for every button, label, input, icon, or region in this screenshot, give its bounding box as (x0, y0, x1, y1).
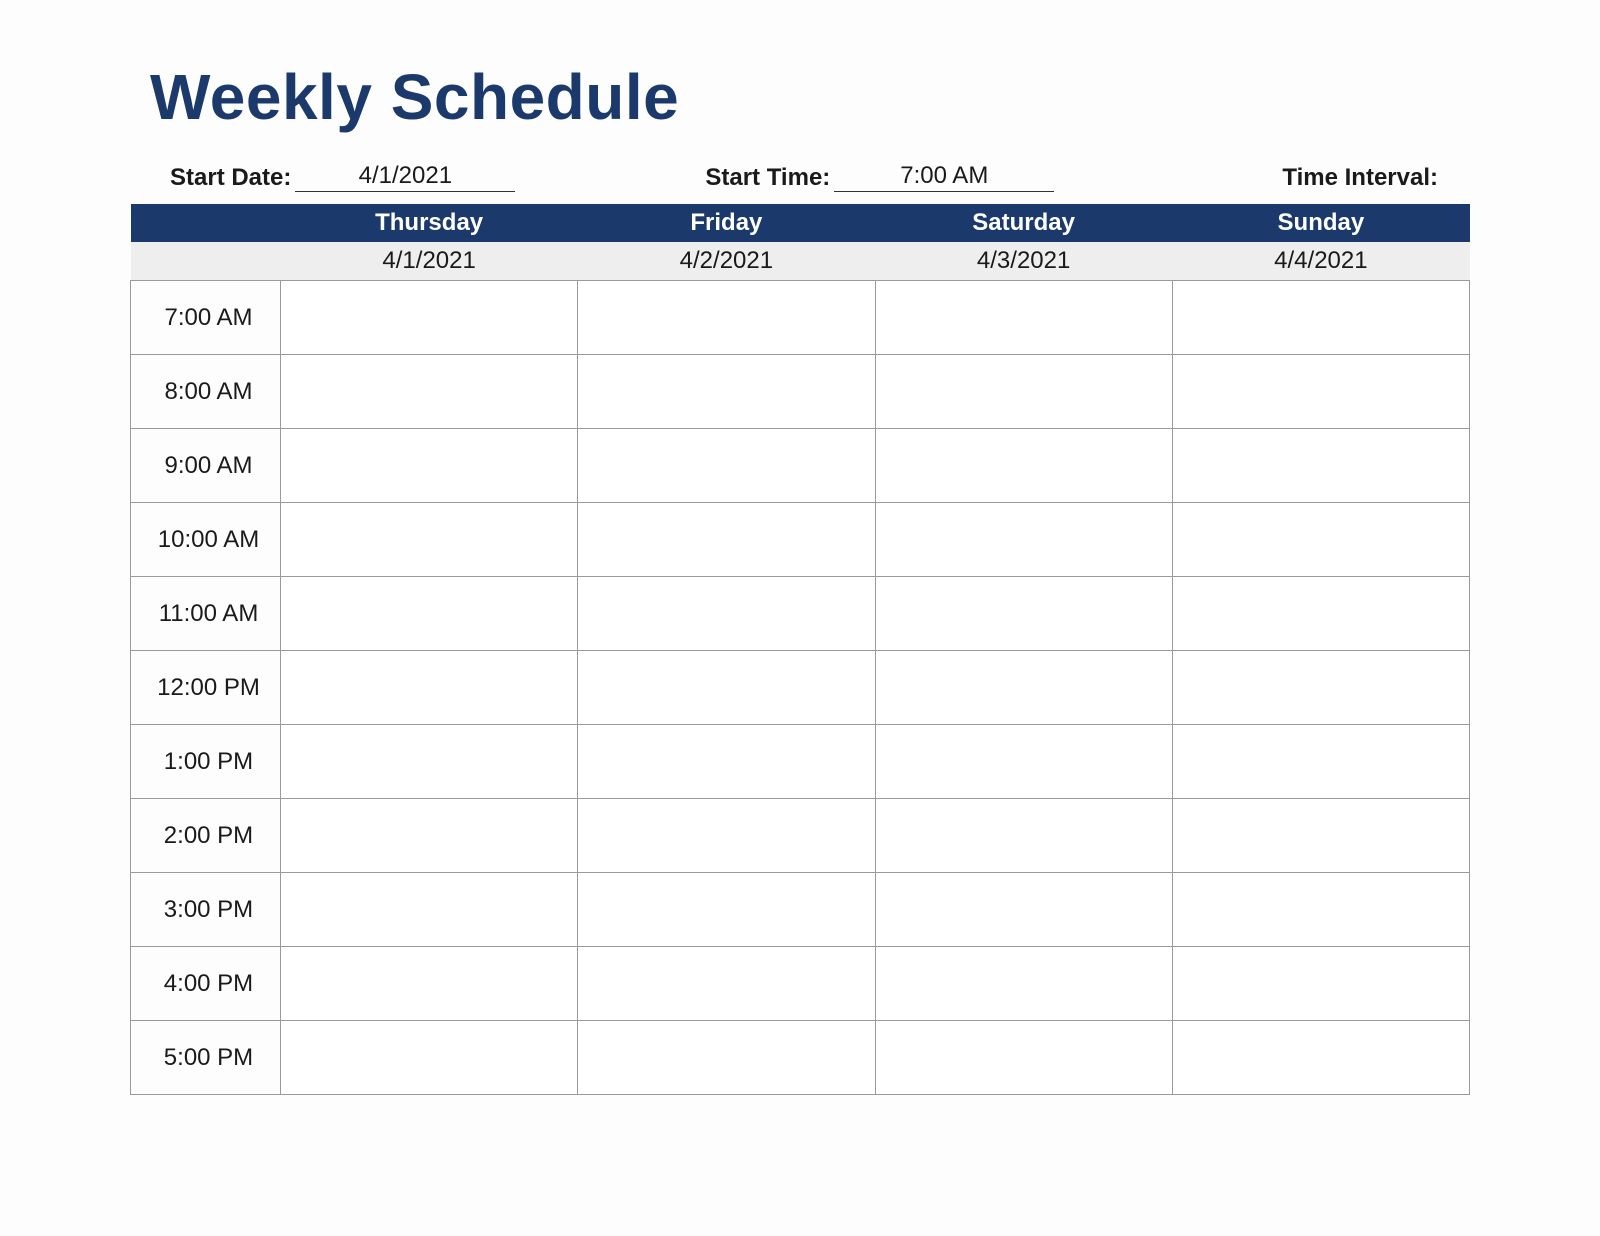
schedule-table: Thursday Friday Saturday Sunday 4/1/2021… (130, 204, 1470, 1095)
table-row: 2:00 PM (131, 799, 1470, 873)
slot-cell[interactable] (578, 355, 875, 429)
slot-cell[interactable] (281, 799, 578, 873)
header-date-2: 4/3/2021 (875, 242, 1172, 281)
table-row: 11:00 AM (131, 577, 1470, 651)
slot-cell[interactable] (281, 651, 578, 725)
table-row: 3:00 PM (131, 873, 1470, 947)
slot-cell[interactable] (1172, 281, 1469, 355)
slot-cell[interactable] (578, 281, 875, 355)
time-label: 5:00 PM (131, 1021, 281, 1095)
slot-cell[interactable] (1172, 947, 1469, 1021)
slot-cell[interactable] (578, 725, 875, 799)
slot-cell[interactable] (578, 429, 875, 503)
slot-cell[interactable] (1172, 725, 1469, 799)
start-time-value[interactable]: 7:00 AM (834, 162, 1054, 192)
header-day-2: Saturday (875, 204, 1172, 242)
slot-cell[interactable] (578, 873, 875, 947)
table-row: 4:00 PM (131, 947, 1470, 1021)
table-row: 5:00 PM (131, 1021, 1470, 1095)
slot-cell[interactable] (281, 873, 578, 947)
slot-cell[interactable] (281, 429, 578, 503)
slot-cell[interactable] (281, 577, 578, 651)
slot-cell[interactable] (875, 651, 1172, 725)
schedule-body: 7:00 AM 8:00 AM 9:00 AM 10:00 AM 11:00 A… (131, 281, 1470, 1095)
table-row: 1:00 PM (131, 725, 1470, 799)
slot-cell[interactable] (578, 503, 875, 577)
table-row: 9:00 AM (131, 429, 1470, 503)
date-row: 4/1/2021 4/2/2021 4/3/2021 4/4/2021 (131, 242, 1470, 281)
time-label: 12:00 PM (131, 651, 281, 725)
slot-cell[interactable] (875, 429, 1172, 503)
slot-cell[interactable] (875, 799, 1172, 873)
time-label: 2:00 PM (131, 799, 281, 873)
slot-cell[interactable] (281, 725, 578, 799)
time-interval-group: Time Interval: (1282, 164, 1438, 192)
slot-cell[interactable] (1172, 799, 1469, 873)
meta-row: Start Date: 4/1/2021 Start Time: 7:00 AM… (130, 162, 1470, 192)
header-day-1: Friday (578, 204, 875, 242)
start-date-label: Start Date: (170, 164, 291, 192)
slot-cell[interactable] (1172, 1021, 1469, 1095)
slot-cell[interactable] (1172, 651, 1469, 725)
time-label: 10:00 AM (131, 503, 281, 577)
header-date-1: 4/2/2021 (578, 242, 875, 281)
header-date-0: 4/1/2021 (281, 242, 578, 281)
slot-cell[interactable] (578, 799, 875, 873)
day-header-row: Thursday Friday Saturday Sunday (131, 204, 1470, 242)
slot-cell[interactable] (875, 1021, 1172, 1095)
slot-cell[interactable] (1172, 429, 1469, 503)
header-day-0: Thursday (281, 204, 578, 242)
time-label: 3:00 PM (131, 873, 281, 947)
start-time-label: Start Time: (705, 164, 830, 192)
time-label: 1:00 PM (131, 725, 281, 799)
slot-cell[interactable] (875, 355, 1172, 429)
slot-cell[interactable] (1172, 577, 1469, 651)
header-date-3: 4/4/2021 (1172, 242, 1469, 281)
time-label: 7:00 AM (131, 281, 281, 355)
start-date-group: Start Date: 4/1/2021 (170, 162, 515, 192)
slot-cell[interactable] (875, 577, 1172, 651)
slot-cell[interactable] (578, 651, 875, 725)
page-title: Weekly Schedule (150, 60, 1470, 134)
table-row: 8:00 AM (131, 355, 1470, 429)
time-interval-label: Time Interval: (1282, 164, 1438, 192)
slot-cell[interactable] (281, 1021, 578, 1095)
slot-cell[interactable] (281, 281, 578, 355)
start-time-group: Start Time: 7:00 AM (705, 162, 1054, 192)
slot-cell[interactable] (1172, 355, 1469, 429)
slot-cell[interactable] (281, 503, 578, 577)
slot-cell[interactable] (281, 355, 578, 429)
slot-cell[interactable] (281, 947, 578, 1021)
slot-cell[interactable] (578, 947, 875, 1021)
slot-cell[interactable] (875, 503, 1172, 577)
slot-cell[interactable] (875, 725, 1172, 799)
time-label: 8:00 AM (131, 355, 281, 429)
table-row: 7:00 AM (131, 281, 1470, 355)
header-day-3: Sunday (1172, 204, 1469, 242)
time-label: 4:00 PM (131, 947, 281, 1021)
table-row: 10:00 AM (131, 503, 1470, 577)
time-label: 9:00 AM (131, 429, 281, 503)
table-row: 12:00 PM (131, 651, 1470, 725)
slot-cell[interactable] (578, 577, 875, 651)
slot-cell[interactable] (875, 281, 1172, 355)
time-label: 11:00 AM (131, 577, 281, 651)
slot-cell[interactable] (578, 1021, 875, 1095)
date-blank (131, 242, 281, 281)
start-date-value[interactable]: 4/1/2021 (295, 162, 515, 192)
slot-cell[interactable] (875, 873, 1172, 947)
slot-cell[interactable] (875, 947, 1172, 1021)
header-blank (131, 204, 281, 242)
slot-cell[interactable] (1172, 873, 1469, 947)
slot-cell[interactable] (1172, 503, 1469, 577)
